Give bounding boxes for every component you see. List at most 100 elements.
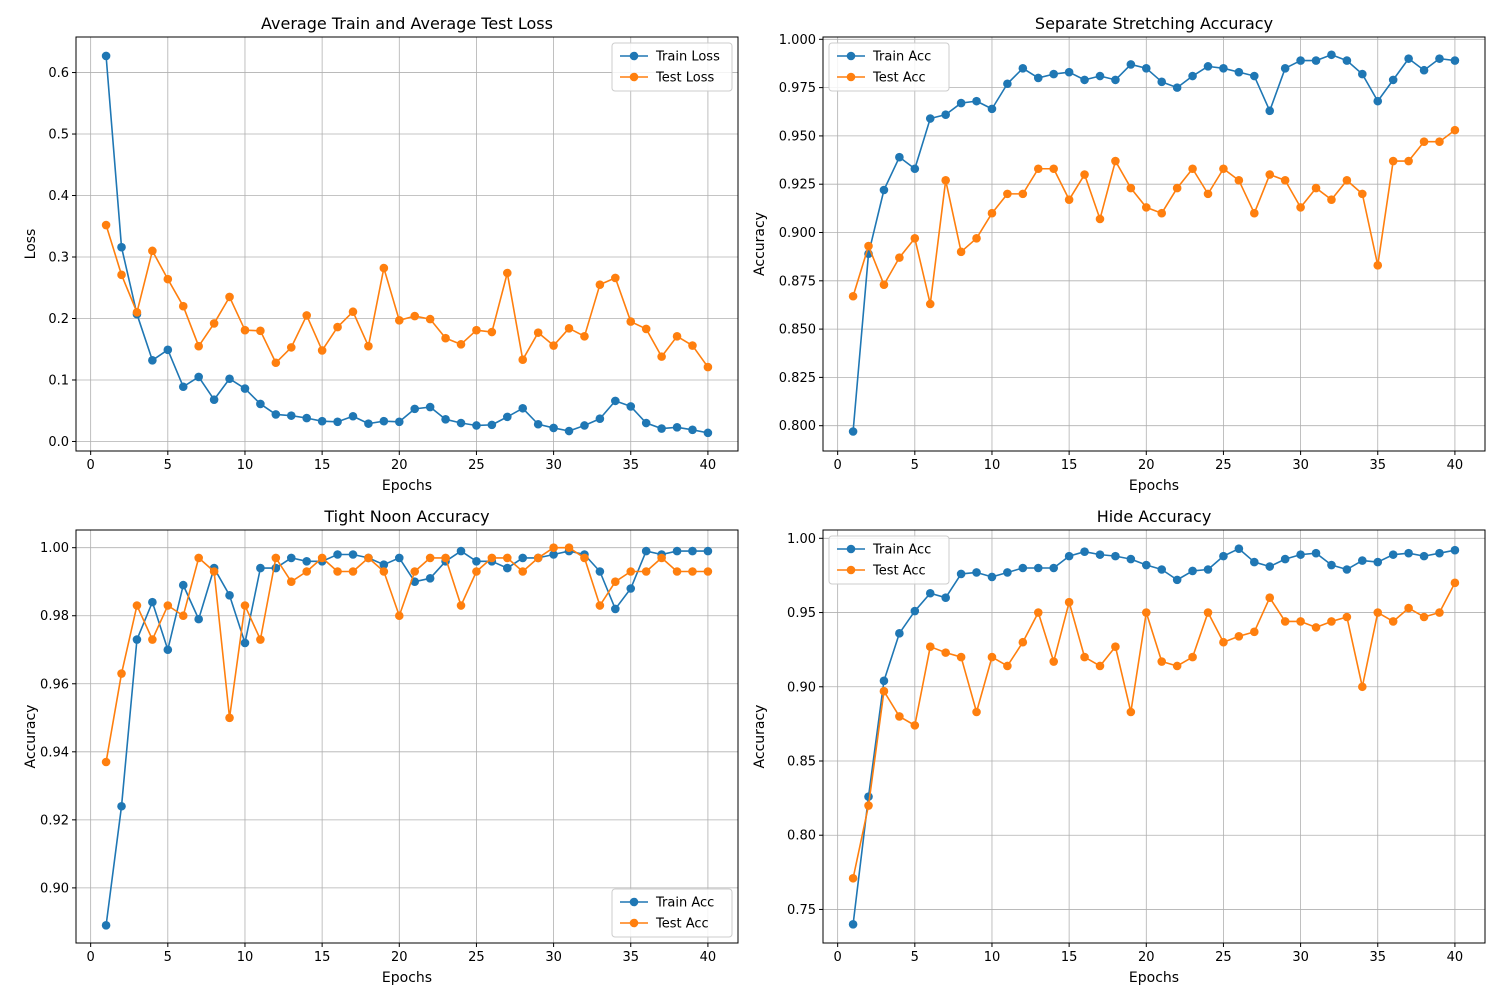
- data-point: [225, 374, 234, 384]
- x-tick-label: 20: [1138, 458, 1155, 473]
- data-point: [941, 593, 950, 602]
- data-point: [941, 110, 950, 119]
- data-point: [1095, 71, 1105, 81]
- data-point: [286, 553, 296, 563]
- data-point: [240, 325, 250, 335]
- data-point: [286, 411, 296, 420]
- x-tick-label: 30: [545, 950, 562, 965]
- data-point: [1296, 550, 1305, 559]
- series-line: [852, 547, 1456, 925]
- data-point: [148, 635, 157, 644]
- legend-box: [828, 535, 950, 585]
- data-point: [1003, 661, 1012, 671]
- data-point: [503, 563, 512, 573]
- data-point: [1172, 661, 1182, 671]
- data-point: [1388, 75, 1398, 85]
- data-point: [910, 721, 920, 730]
- data-point: [925, 642, 935, 651]
- data-point: [178, 611, 188, 621]
- x-tick-label: 5: [164, 458, 172, 473]
- data-point: [348, 307, 358, 317]
- grid: [823, 37, 1485, 451]
- series-train-acc: [848, 50, 1460, 436]
- data-point: [132, 308, 142, 317]
- data-point: [518, 355, 528, 364]
- data-point: [956, 652, 966, 662]
- series-line: [105, 550, 708, 926]
- data-point: [503, 412, 512, 422]
- data-point: [1203, 62, 1213, 71]
- data-point: [1018, 563, 1028, 573]
- axes-frame: [75, 36, 739, 452]
- legend-label: Test Acc: [872, 71, 926, 86]
- data-point: [641, 324, 651, 334]
- data-point: [1049, 657, 1058, 666]
- data-point: [1049, 164, 1058, 174]
- data-point: [1265, 593, 1275, 602]
- data-point: [1219, 551, 1228, 561]
- data-point: [672, 546, 682, 556]
- legend: Train Acc Test Acc: [828, 42, 950, 92]
- data-point: [1111, 156, 1120, 166]
- series-train-acc: [848, 544, 1460, 929]
- chart-panel-1: 0 5 10 15 20 25 30 35 40 0.0 0.1 0.2 0.3 0.4 0.5 0.6 Ave…: [23, 14, 739, 494]
- legend-marker: [629, 918, 639, 928]
- data-point: [209, 395, 219, 404]
- data-point: [1172, 575, 1182, 585]
- chart-panel-3: 0 5 10 15 20 25 30 35 40 0.90 0.92 0.94 0.96 0.98 1.00…: [23, 507, 739, 986]
- data-point: [595, 567, 605, 576]
- data-point: [317, 346, 327, 355]
- x-tick-label: 25: [468, 458, 485, 473]
- data-point: [626, 584, 636, 593]
- legend-label: Test Acc: [872, 564, 926, 579]
- y-tick-label: 1.00: [787, 532, 816, 547]
- data-point: [1188, 71, 1197, 81]
- data-point: [987, 572, 997, 582]
- data-point: [194, 553, 203, 563]
- chart-title: Average Train and Average Test Loss: [261, 14, 553, 33]
- x-tick-label: 25: [1215, 950, 1232, 965]
- data-point: [1265, 170, 1275, 179]
- data-point: [1358, 69, 1367, 79]
- data-point: [425, 314, 435, 324]
- data-point: [317, 553, 327, 563]
- data-point: [703, 546, 713, 556]
- data-point: [101, 921, 111, 930]
- data-point: [456, 340, 466, 349]
- x-tick-label: 0: [834, 950, 842, 965]
- data-point: [1111, 642, 1120, 651]
- series-test-acc: [101, 543, 713, 767]
- data-point: [379, 416, 389, 426]
- data-point: [688, 425, 697, 435]
- chart-panel-4: 0 5 10 15 20 25 30 35 40 0.75 0.80 0.85 0.90 0.95 1.00…: [752, 507, 1486, 986]
- data-point: [1234, 544, 1244, 554]
- x-tick-label: 5: [911, 458, 919, 473]
- data-point: [1064, 551, 1074, 561]
- x-tick-label: 35: [1369, 950, 1386, 965]
- x-tick-label: 0: [87, 458, 95, 473]
- data-point: [487, 420, 497, 430]
- data-point: [1203, 565, 1213, 574]
- x-tick-label: 10: [984, 458, 1001, 473]
- x-tick-label: 30: [1292, 950, 1309, 965]
- data-point: [271, 410, 281, 419]
- data-point: [879, 676, 889, 686]
- legend-marker: [846, 72, 856, 82]
- y-tick-label: 0.6: [48, 66, 69, 81]
- data-point: [1250, 71, 1259, 81]
- data-point: [1141, 608, 1151, 617]
- data-point: [209, 567, 219, 576]
- x-axis-label: Epochs: [1129, 478, 1179, 494]
- data-point: [626, 317, 636, 326]
- data-point: [410, 311, 420, 321]
- data-point: [286, 343, 296, 352]
- data-point: [848, 291, 858, 301]
- data-point: [848, 919, 858, 929]
- data-point: [672, 332, 682, 341]
- data-point: [1234, 631, 1244, 641]
- data-point: [240, 384, 250, 393]
- data-point: [1188, 652, 1197, 662]
- data-point: [379, 263, 389, 273]
- y-tick-label: 0.95: [787, 606, 816, 621]
- series-line: [105, 224, 709, 368]
